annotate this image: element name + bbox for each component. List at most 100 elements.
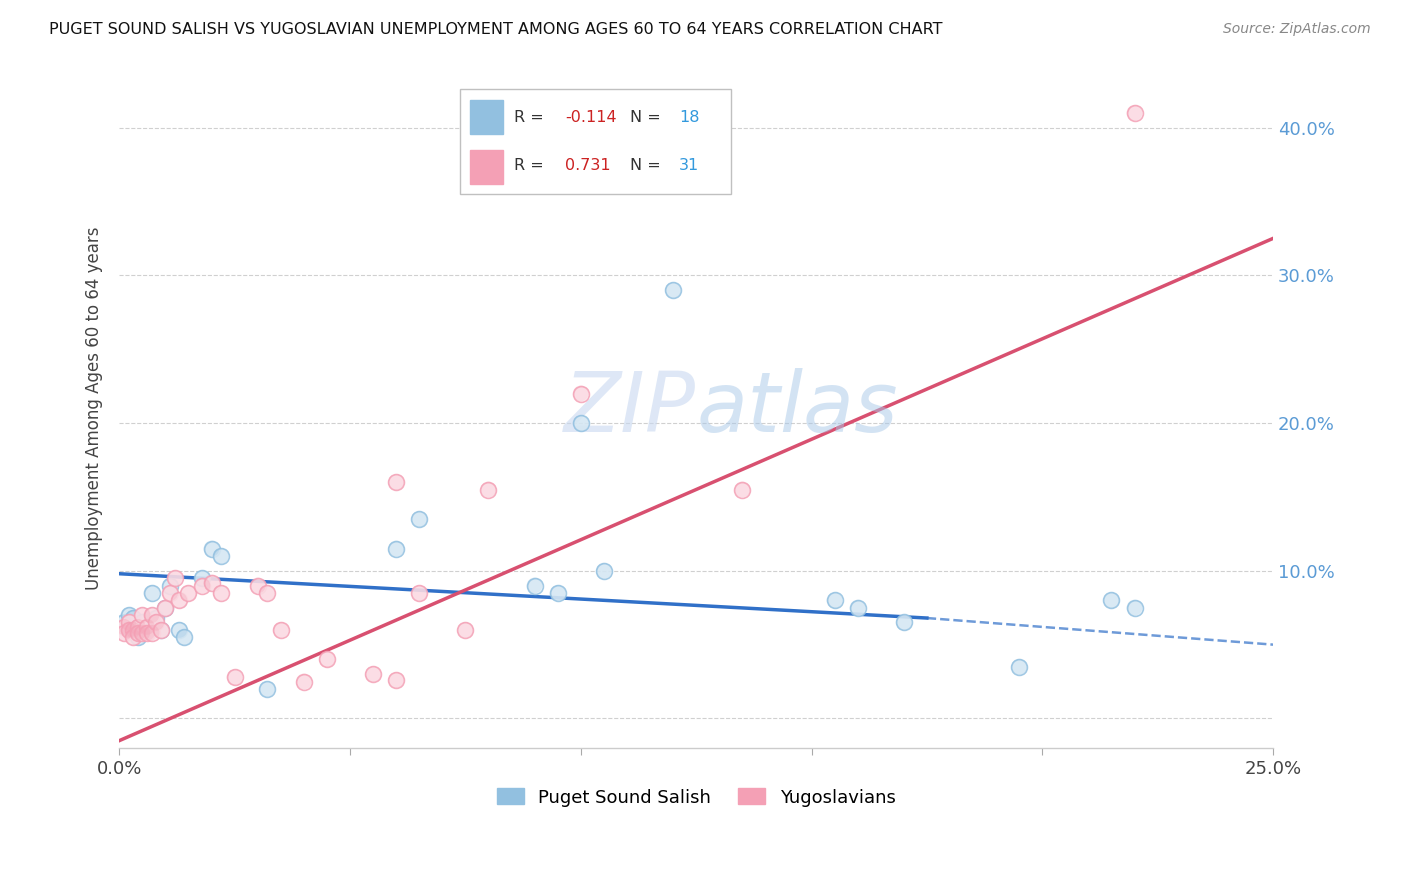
Point — [117, 623, 139, 637]
Point — [662, 283, 685, 297]
Point — [155, 600, 177, 615]
Point — [177, 586, 200, 600]
Point — [592, 564, 614, 578]
Point — [477, 483, 499, 497]
Point — [200, 541, 222, 556]
Point — [361, 667, 384, 681]
Point — [122, 611, 145, 625]
Point — [569, 386, 592, 401]
Point — [385, 475, 408, 490]
Point — [136, 620, 159, 634]
Point — [169, 623, 191, 637]
Point — [200, 575, 222, 590]
Point — [136, 625, 159, 640]
Point — [454, 623, 477, 637]
Point — [159, 578, 181, 592]
Point — [547, 586, 569, 600]
Point — [385, 541, 408, 556]
Point — [1123, 105, 1146, 120]
Point — [117, 623, 139, 637]
Point — [117, 608, 139, 623]
Point — [731, 483, 754, 497]
Point — [141, 586, 163, 600]
Point — [155, 600, 177, 615]
Point — [127, 625, 149, 640]
Point — [112, 620, 135, 634]
Point — [569, 416, 592, 430]
Point — [1008, 660, 1031, 674]
Point — [149, 623, 172, 637]
Point — [191, 571, 214, 585]
Point — [122, 630, 145, 644]
Point — [159, 586, 181, 600]
Point — [191, 578, 214, 592]
Point — [127, 623, 149, 637]
Point — [149, 623, 172, 637]
Point — [662, 283, 685, 297]
Point — [408, 586, 430, 600]
Point — [523, 578, 546, 592]
Point — [131, 625, 153, 640]
Point — [159, 578, 181, 592]
Point — [136, 623, 159, 637]
Point — [824, 593, 846, 607]
Point — [163, 571, 186, 585]
Point — [159, 586, 181, 600]
Point — [592, 564, 614, 578]
Point — [149, 623, 172, 637]
Point — [163, 571, 186, 585]
Point — [270, 623, 292, 637]
Point — [131, 608, 153, 623]
Point — [1008, 660, 1031, 674]
Point — [145, 615, 167, 630]
Point — [112, 615, 135, 630]
Point — [169, 593, 191, 607]
Point — [1123, 600, 1146, 615]
Legend: Puget Sound Salish, Yugoslavians: Puget Sound Salish, Yugoslavians — [489, 781, 903, 814]
Point — [141, 625, 163, 640]
Point — [477, 483, 499, 497]
Point — [893, 615, 915, 630]
Point — [177, 586, 200, 600]
Point — [127, 620, 149, 634]
Point — [145, 611, 167, 625]
Point — [256, 586, 278, 600]
Point — [270, 623, 292, 637]
Point — [136, 620, 159, 634]
Point — [1123, 600, 1146, 615]
Point — [149, 623, 172, 637]
Point — [117, 615, 139, 630]
Point — [127, 630, 149, 644]
Point — [246, 578, 269, 592]
Point — [385, 475, 408, 490]
Text: atlas: atlas — [696, 368, 898, 449]
Point — [547, 586, 569, 600]
Point — [292, 674, 315, 689]
Point — [361, 667, 384, 681]
Point — [256, 586, 278, 600]
Point — [200, 541, 222, 556]
Y-axis label: Unemployment Among Ages 60 to 64 years: Unemployment Among Ages 60 to 64 years — [86, 227, 103, 590]
Point — [316, 652, 339, 666]
Text: Source: ZipAtlas.com: Source: ZipAtlas.com — [1223, 22, 1371, 37]
Point — [112, 625, 135, 640]
Text: ZIP: ZIP — [564, 368, 696, 449]
Point — [136, 625, 159, 640]
Point — [122, 623, 145, 637]
Point — [145, 615, 167, 630]
Point — [127, 620, 149, 634]
Point — [569, 416, 592, 430]
Point — [169, 593, 191, 607]
Point — [145, 611, 167, 625]
Point — [246, 578, 269, 592]
Point — [408, 586, 430, 600]
Point — [191, 571, 214, 585]
Point — [122, 611, 145, 625]
Point — [155, 600, 177, 615]
Point — [824, 593, 846, 607]
Point — [1123, 105, 1146, 120]
Point — [569, 386, 592, 401]
Point — [1101, 593, 1123, 607]
Point — [112, 615, 135, 630]
Point — [131, 615, 153, 630]
